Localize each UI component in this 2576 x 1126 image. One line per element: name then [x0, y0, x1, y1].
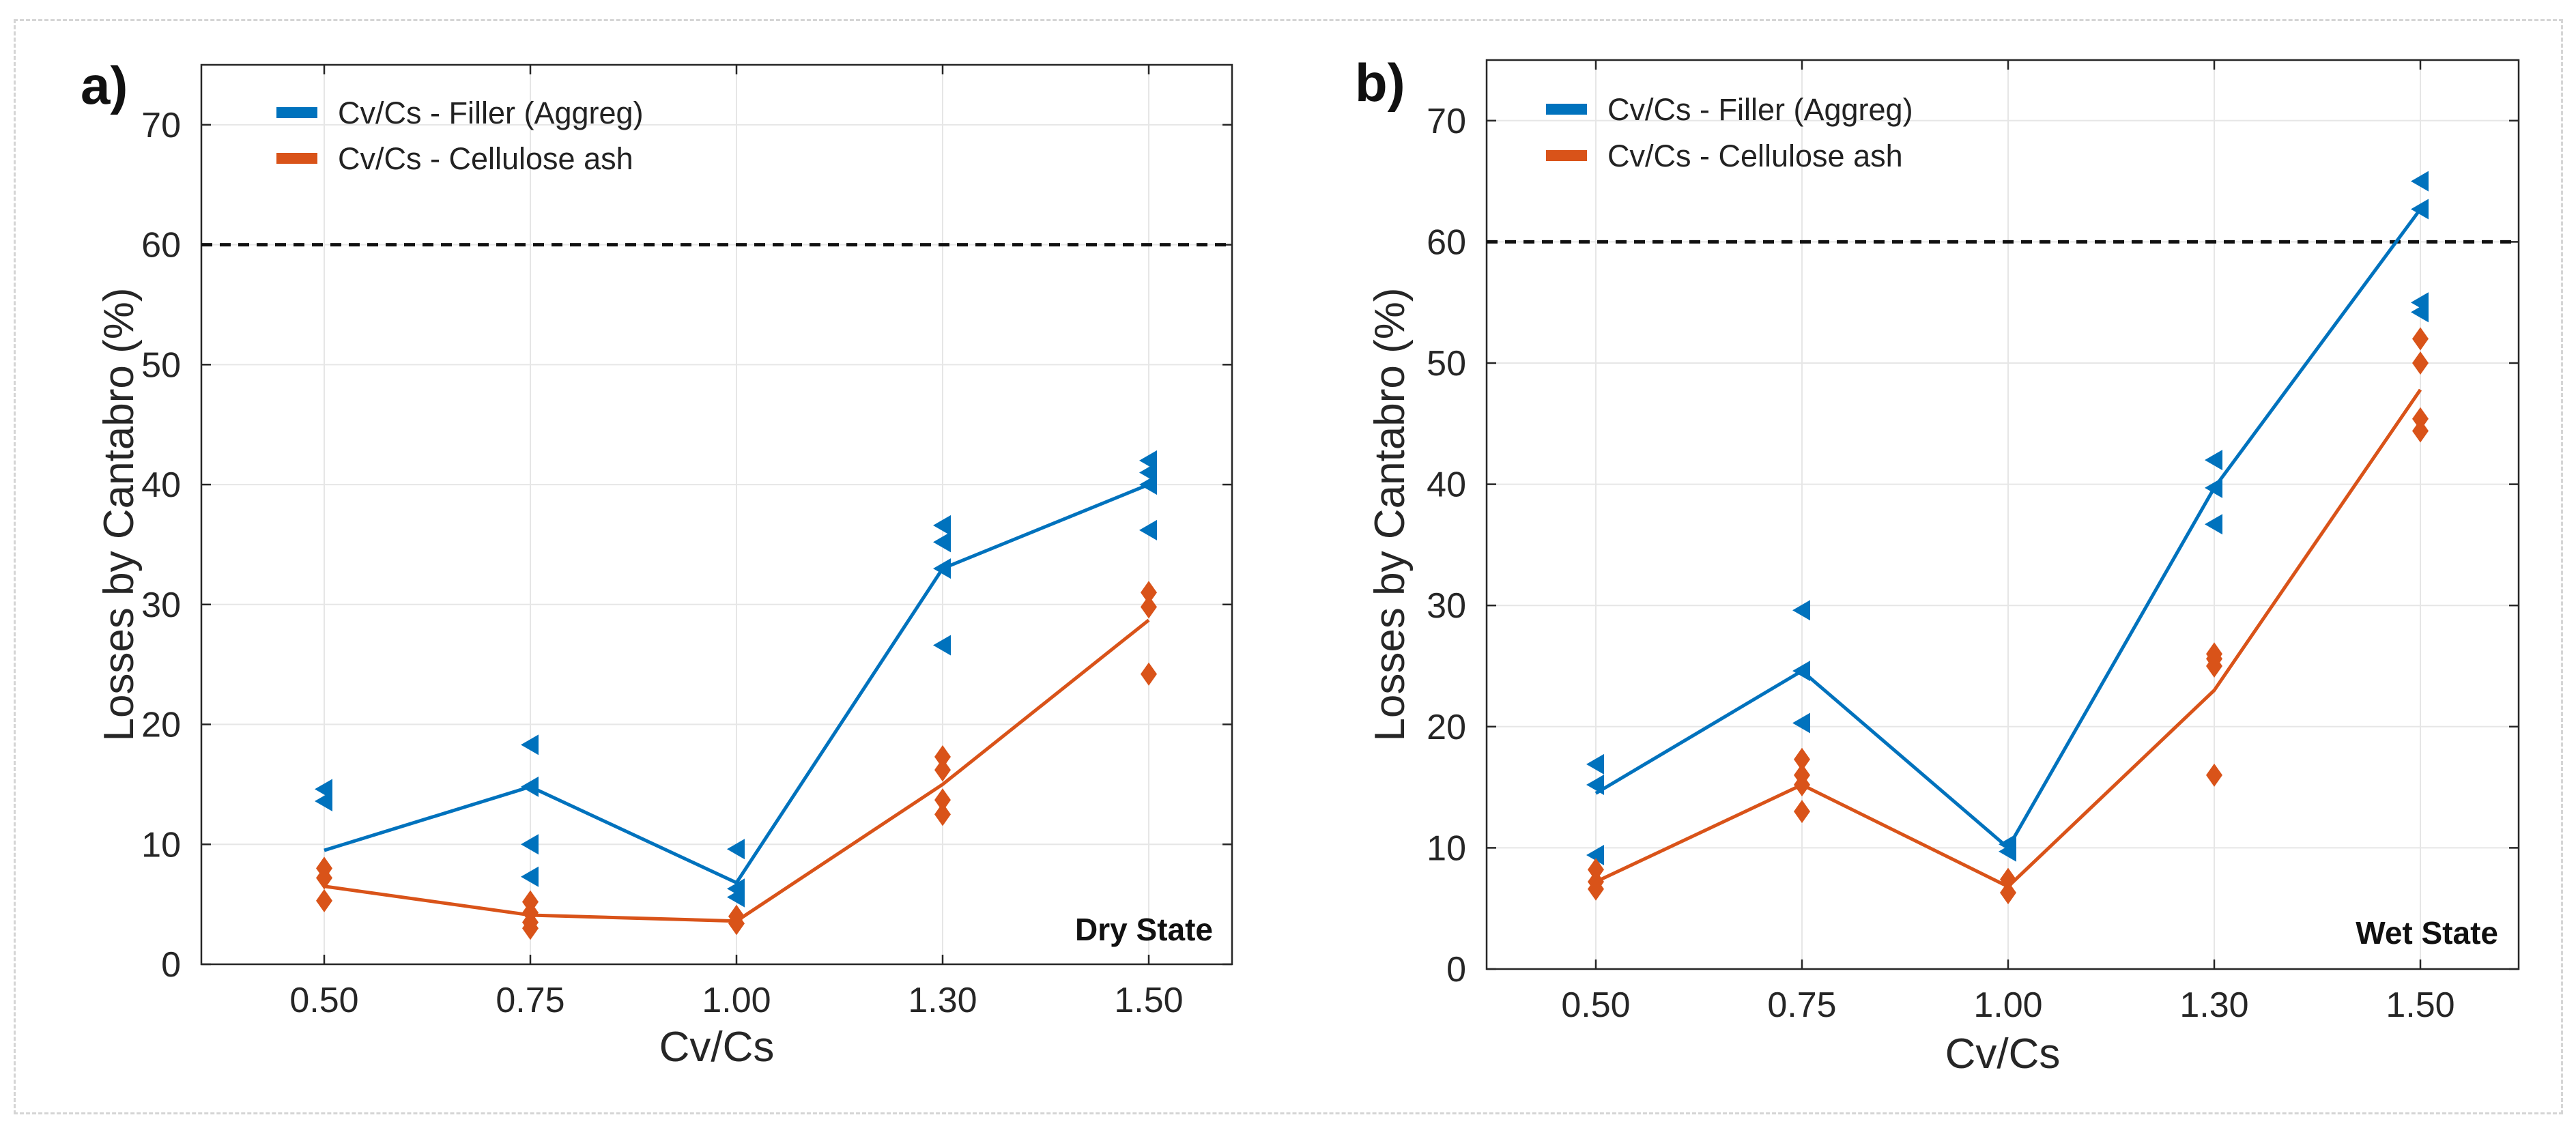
panel-b-legend-filler-label: Cv/Cs - Filler (Aggreg) [1607, 92, 1913, 127]
panel-a-filler-marker-4-3 [1139, 519, 1157, 540]
panel-b-ytick-label-2: 20 [1427, 708, 1466, 747]
panel-a-ytick-label-2: 20 [141, 706, 181, 745]
panel-b-filler-marker-4-1 [2411, 199, 2429, 220]
panel-b-filler-marker-0-2 [1586, 845, 1604, 866]
panel-a-cellulose-marker-4-1 [1141, 595, 1157, 619]
panel-b-cellulose-marker-4-2 [2412, 407, 2429, 431]
panel-a-filler-marker-3-3 [933, 635, 951, 656]
panel-a-filler-marker-2-0 [727, 839, 745, 860]
panel-b-ytick-label-1: 10 [1427, 828, 1466, 868]
panel-a-plot-area [201, 65, 1232, 964]
panel-b-filler-marker-4-0 [2411, 171, 2429, 192]
panel-a-xtick-label-0: 0.50 [289, 981, 358, 1020]
panel-a-cellulose-marker-0-2 [316, 889, 332, 912]
panel-b-cellulose-marker-1-0 [1794, 747, 1810, 771]
panel-a-filler-marker-3-0 [933, 515, 951, 536]
panel-a-cellulose-marker-1-3 [522, 916, 539, 940]
panel-b-filler-marker-1-0 [1792, 600, 1810, 621]
panel-b-xtick-label-0: 0.50 [1561, 985, 1630, 1025]
panel-a-yaxis-label: Losses by Cantabro (%) [96, 287, 143, 741]
panel-b-filler-marker-3-2 [2205, 514, 2222, 535]
panel-a-state-label: Dry State [1075, 912, 1213, 947]
panel-b-plot-area [1487, 60, 2519, 969]
panel-a-xaxis-label: Cv/Cs [659, 1024, 775, 1071]
panel-b-ytick-label-0: 0 [1446, 950, 1466, 990]
panel-b-filler-marker-2-1 [1999, 841, 2016, 862]
panel-b-filler-marker-0-1 [1586, 775, 1604, 796]
panel-b-ytick-label-5: 50 [1427, 344, 1466, 384]
panel-a-ytick-label-7: 70 [141, 106, 181, 145]
panel-a-ytick-label-4: 40 [141, 465, 181, 505]
panel-b-xtick-label-1: 0.75 [1767, 985, 1836, 1025]
panel-a-ytick-label-1: 10 [141, 825, 181, 865]
panel-a-xtick-label-3: 1.30 [908, 981, 977, 1020]
panel-b-xtick-label-4: 1.50 [2386, 985, 2455, 1025]
panel-b-axes-box [1485, 59, 2520, 970]
panel-a-cellulose-marker-3-2 [934, 788, 951, 812]
panel-a-cellulose-marker-4-0 [1141, 581, 1157, 605]
panel-a-filler-marker-1-3 [521, 866, 539, 887]
panel-b-ytick-label-4: 40 [1427, 465, 1466, 505]
panel-a-cellulose-marker-0-1 [316, 866, 332, 890]
panel-b-cellulose-marker-3-2 [2206, 654, 2222, 678]
panel-b-legend-cellulose-label: Cv/Cs - Cellulose ash [1607, 139, 1903, 173]
panel-b-cellulose-marker-2-1 [2000, 881, 2016, 905]
panel-a-axes-box [200, 63, 1233, 966]
panel-b-yaxis-label: Losses by Cantabro (%) [1366, 287, 1414, 741]
panel-a-filler-marker-3-1 [933, 532, 951, 553]
panel-a-cellulose-marker-4-2 [1141, 662, 1157, 686]
panel-a-ytick-label-0: 0 [161, 945, 181, 985]
panel-a-filler-marker-3-2 [933, 558, 951, 579]
panel-a-filler-marker-0-1 [315, 791, 332, 812]
panel-a-xtick-label-2: 1.00 [702, 981, 771, 1020]
panel-a-filler-marker-1-1 [521, 776, 539, 797]
panel-b-xaxis-label: Cv/Cs [1945, 1030, 2061, 1078]
panel-b-cellulose-marker-3-3 [2206, 763, 2222, 787]
panel-a-cellulose-marker-3-0 [934, 745, 951, 768]
panel-b-cellulose-marker-1-2 [1794, 773, 1810, 797]
panel-b-filler-marker-1-1 [1792, 661, 1810, 682]
panel-b-ytick-label-7: 70 [1427, 102, 1466, 141]
panel-a-cellulose-marker-2-1 [728, 912, 745, 936]
panel-a-filler-marker-1-0 [521, 734, 539, 755]
panel-a-ytick-label-3: 30 [141, 586, 181, 625]
panel-a-legend-cellulose-label: Cv/Cs - Cellulose ash [338, 141, 633, 176]
panel-a-cellulose-marker-3-3 [934, 803, 951, 826]
panel-b-filler-marker-1-2 [1792, 712, 1810, 734]
panel-b-xtick-label-3: 1.30 [2179, 985, 2248, 1025]
panel-b-cellulose-marker-4-0 [2412, 327, 2429, 351]
panel-a-ytick-label-6: 60 [141, 226, 181, 265]
panel-a-ytick-label-5: 50 [141, 345, 181, 385]
panel-a-filler-line [324, 482, 1149, 885]
panel-a-filler-marker-1-2 [521, 834, 539, 855]
panel-b-label: b) [1355, 53, 1405, 113]
panel-a-label: a) [81, 55, 128, 115]
panel-b-cellulose-marker-4-3 [2412, 419, 2429, 443]
panel-a-xtick-label-4: 1.50 [1114, 981, 1183, 1020]
panel-b-filler-marker-3-1 [2205, 477, 2222, 498]
panel-b-xtick-label-2: 1.00 [1973, 985, 2042, 1025]
panel-a-filler-marker-2-2 [727, 886, 745, 908]
panel-b-cellulose-marker-0-0 [1588, 858, 1604, 882]
panel-b-ytick-label-6: 60 [1427, 222, 1466, 262]
panel-b-filler-marker-3-0 [2205, 450, 2222, 471]
panel-b-cellulose-marker-0-2 [1588, 877, 1604, 901]
figure-frame [14, 19, 2563, 1114]
panel-b-cellulose-marker-1-3 [1794, 800, 1810, 824]
panel-a-legend-filler-label: Cv/Cs - Filler (Aggreg) [338, 96, 644, 130]
panel-a-cellulose-marker-3-1 [934, 758, 951, 782]
panel-b-cellulose-marker-4-1 [2412, 351, 2429, 375]
panel-b-filler-marker-0-0 [1586, 753, 1604, 775]
panel-a-xtick-label-1: 0.75 [496, 981, 564, 1020]
panel-b-filler-marker-4-3 [2411, 302, 2429, 323]
panel-b-state-label: Wet State [2356, 915, 2498, 951]
panel-a-filler-marker-4-2 [1139, 474, 1157, 495]
panel-b-cellulose-marker-2-0 [2000, 867, 2016, 891]
panel-b-ytick-label-3: 30 [1427, 586, 1466, 626]
